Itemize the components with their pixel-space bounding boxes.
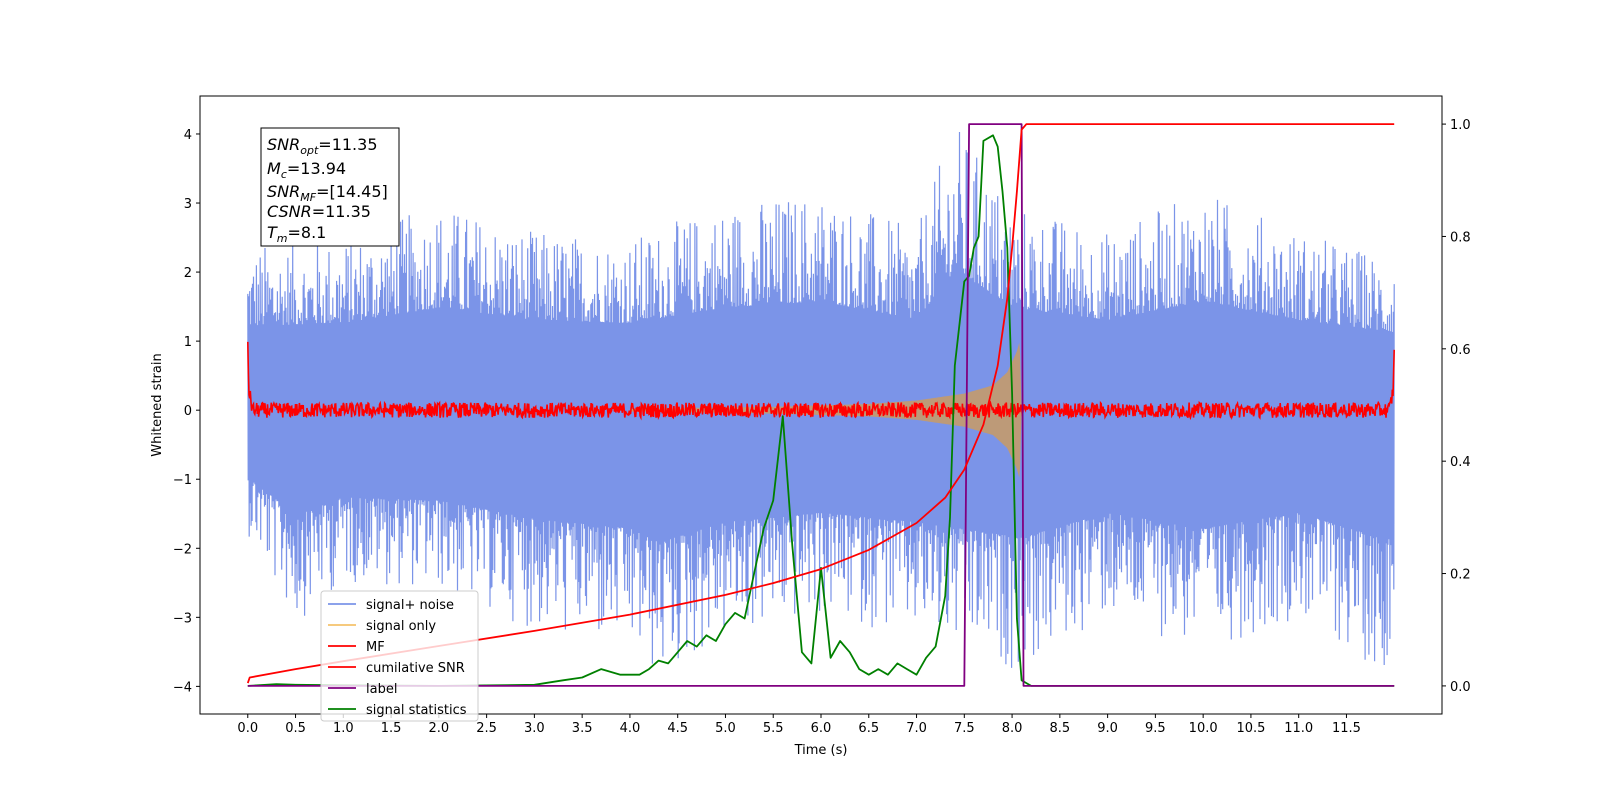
- x-tick-label: 11.5: [1332, 721, 1361, 736]
- x-tick-label: 5.0: [715, 721, 736, 736]
- annotation-frame: [260, 127, 400, 247]
- x-tick-label: 4.5: [667, 721, 688, 736]
- annotation-mc: Mc=13.94: [267, 159, 346, 181]
- y-left-tick-label: −4: [173, 680, 192, 695]
- annotation-csnr: CSNR=11.35: [267, 202, 371, 221]
- y-left-tick-label: −1: [173, 473, 192, 488]
- x-tick-label: 7.5: [954, 721, 975, 736]
- x-tick-label: 2.5: [476, 721, 497, 736]
- legend: signal+ noise signal only MF cumilative SNR…: [320, 590, 479, 722]
- y-left-tick-label: 3: [184, 197, 192, 212]
- x-tick-label: 3.5: [572, 721, 593, 736]
- x-tick-label: 7.0: [906, 721, 927, 736]
- x-tick-label: 3.0: [524, 721, 545, 736]
- x-tick-label: 9.5: [1145, 721, 1166, 736]
- x-tick-label: 10.5: [1236, 721, 1265, 736]
- noise-series-layer: [247, 131, 1395, 668]
- series-signal-statistics: [247, 134, 1395, 687]
- x-tick-label: 1.0: [333, 721, 354, 736]
- y-right-tick-label: 0.6: [1450, 343, 1471, 358]
- x-tick-label: 5.5: [763, 721, 784, 736]
- legend-label: signal only: [366, 619, 436, 634]
- x-tick-label: 0.0: [237, 721, 258, 736]
- y-left-tick-label: −2: [173, 542, 192, 557]
- x-tick-label: 0.5: [285, 721, 306, 736]
- y-right-tick-label: 0.0: [1450, 680, 1471, 695]
- y-left-tick-label: 4: [184, 128, 192, 143]
- y-right-tick-label: 0.4: [1450, 455, 1471, 470]
- series-signal-plus-noise: [247, 131, 1395, 668]
- y-left-tick-label: 1: [184, 335, 192, 350]
- annotation-snr-mf: SNRMF=[14.45]: [267, 182, 388, 204]
- series-label: [247, 123, 1395, 687]
- y-right-tick-label: 0.2: [1450, 568, 1471, 583]
- x-tick-label: 11.0: [1284, 721, 1313, 736]
- y-axis-label: Whitened strain: [150, 353, 165, 456]
- left-y-axis: −4 −3 −2 −1 0 1 2 3 4: [173, 128, 200, 695]
- legend-label: label: [366, 682, 397, 697]
- x-axis-label: Time (s): [794, 743, 848, 758]
- right-y-axis: 0.0 0.2 0.4 0.6 0.8 1.0: [1442, 118, 1471, 695]
- y-left-tick-label: −3: [173, 611, 192, 626]
- annotation-snr-opt: SNRopt=11.35: [267, 135, 378, 157]
- legend-label: signal+ noise: [366, 598, 454, 613]
- x-tick-label: 10.0: [1189, 721, 1218, 736]
- x-tick-label: 1.5: [381, 721, 402, 736]
- x-tick-label: 9.0: [1097, 721, 1118, 736]
- x-tick-label: 8.5: [1050, 721, 1071, 736]
- legend-frame: [320, 590, 479, 722]
- x-tick-label: 4.0: [620, 721, 641, 736]
- annotation-box: SNRopt=11.35 Mc=13.94 SNRMF=[14.45] CSNR…: [260, 127, 400, 247]
- legend-label: MF: [366, 640, 385, 655]
- y-right-tick-label: 0.8: [1450, 230, 1471, 245]
- series-mf: [247, 341, 1395, 421]
- x-axis: 0.0 0.5 1.0 1.5 2.0 2.5 3.0 3.5 4.0 4.5 5.0 5.5 6.0 6…: [237, 714, 1361, 736]
- y-right-tick-label: 1.0: [1450, 118, 1471, 133]
- y-left-tick-label: 0: [184, 404, 192, 419]
- x-tick-label: 6.0: [811, 721, 832, 736]
- x-tick-label: 2.0: [429, 721, 450, 736]
- legend-label: cumilative SNR: [366, 661, 465, 676]
- x-tick-label: 8.0: [1002, 721, 1023, 736]
- legend-label: signal statistics: [366, 703, 467, 718]
- annotation-tm: Tm=8.1: [267, 223, 326, 245]
- y-left-tick-label: 2: [184, 266, 192, 281]
- x-tick-label: 6.5: [858, 721, 879, 736]
